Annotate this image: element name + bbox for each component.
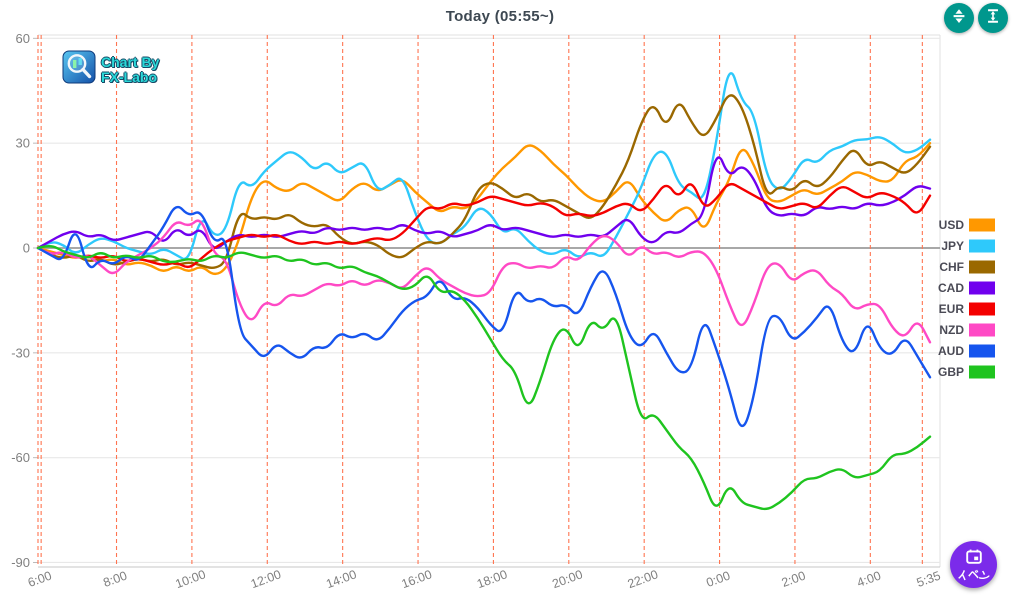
series-line-GBP [36,245,932,511]
legend-item-CHF[interactable]: CHF [939,260,995,274]
series-line-NZD [36,219,932,344]
y-axis-labels: 60 30 0 -30 -60 -90 [11,31,30,570]
legend-item-JPY[interactable]: JPY [941,239,995,253]
series-line-AUD [36,205,932,427]
legend-label-CHF: CHF [939,260,964,274]
legend-swatch-CHF [969,260,995,274]
x-tick-label: 8:00 [101,568,129,589]
x-tick-label: 14:00 [324,567,358,591]
series-line-CHF [36,94,932,270]
watermark-line1: Chart By [101,53,160,70]
series-lines [36,72,932,511]
y-tick-label: 30 [16,136,30,151]
legend-label-GBP: GBP [938,365,964,379]
legend-label-NZD: NZD [939,323,964,337]
legend-swatch-GBP [969,365,995,379]
event-button[interactable]: イベン [950,541,997,588]
y-tick-label: -60 [11,450,30,465]
x-tick-label: 5:35 [915,568,943,589]
legend-label-AUD: AUD [938,344,964,358]
series-line-USD [36,142,932,276]
fit-height-icon [984,7,1002,30]
y-tick-label: -90 [11,555,30,570]
legend-item-NZD[interactable]: NZD [939,323,995,337]
x-tick-label: 0:00 [704,568,732,589]
legend-label-USD: USD [939,218,965,232]
x-tick-label: 22:00 [626,567,660,591]
series-line-CAD [36,156,932,250]
page-title: Today (05:55~) [445,8,555,25]
legend-swatch-EUR [969,302,995,316]
series-line-EUR [36,182,932,269]
y-tick-label: -30 [11,345,30,360]
legend-item-GBP[interactable]: GBP [938,365,995,379]
series-line-JPY [36,72,932,261]
legend-swatch-NZD [969,323,995,337]
x-tick-label: 4:00 [855,568,883,589]
x-tick-label: 18:00 [475,567,509,591]
legend-label-CAD: CAD [938,281,964,295]
x-tick-label: 12:00 [249,567,283,591]
calendar-icon [965,549,982,569]
legend: USD JPY CHF CAD EUR NZD AUD GBP [938,218,995,379]
vertical-dashed-gridlines [37,35,923,567]
y-tick-label: 0 [23,241,30,256]
expand-divide-vertical-button[interactable] [944,3,974,33]
x-tick-label: 16:00 [400,567,434,591]
fit-height-button[interactable] [978,3,1008,33]
fx-labo-logo-icon [62,50,96,89]
y-tick-label: 60 [16,31,30,46]
x-tick-label: 6:00 [26,568,54,589]
plot-border [38,34,941,568]
legend-swatch-AUD [969,344,995,358]
horizontal-gridlines [33,37,940,564]
expand-divide-vertical-icon [950,7,968,30]
legend-item-CAD[interactable]: CAD [938,281,995,295]
legend-item-USD[interactable]: USD [939,218,995,232]
legend-item-AUD[interactable]: AUD [938,344,995,358]
legend-swatch-USD [969,218,995,232]
x-axis-labels: 6:00 8:00 10:00 12:00 14:00 16:00 18:00 20:00 22… [26,567,943,591]
watermark-line2: FX-Labo [101,68,157,85]
legend-label-EUR: EUR [939,302,965,316]
watermark: Chart By FX-Labo [62,50,159,89]
legend-swatch-JPY [969,239,995,253]
legend-label-JPY: JPY [941,239,964,253]
legend-item-EUR[interactable]: EUR [939,302,995,316]
event-button-label: イベン [955,568,992,585]
x-tick-label: 20:00 [550,567,584,591]
x-tick-label: 10:00 [173,567,207,591]
x-tick-label: 2:00 [780,568,808,589]
legend-swatch-CAD [969,281,995,295]
